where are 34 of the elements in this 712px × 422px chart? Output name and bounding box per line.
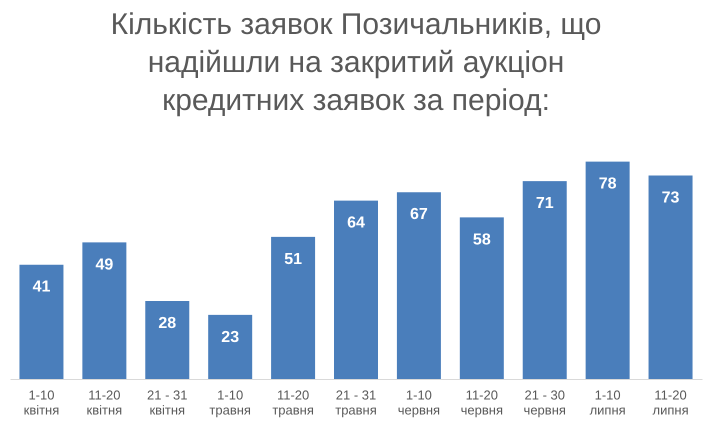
x-tick-label: 1-10 травня — [209, 388, 251, 418]
bar — [460, 217, 504, 379]
bar — [145, 300, 190, 379]
data-label: 64 — [347, 214, 365, 232]
x-tick-label: 11-20 липня — [652, 388, 689, 418]
x-tick-label: 21 - 30 червня — [524, 388, 566, 418]
x-tick-label: 1-10 червня — [398, 388, 440, 418]
x-tick-label: 1-10 квітня — [24, 388, 60, 418]
x-tick-label: 21 - 31 травня — [335, 388, 377, 418]
data-label: 67 — [410, 206, 428, 224]
bar — [586, 162, 630, 379]
data-label: 23 — [221, 328, 240, 346]
data-label: 49 — [95, 256, 114, 274]
x-tick-label: 11-20 квітня — [86, 388, 122, 418]
data-label: 58 — [472, 231, 491, 248]
x-tick-label: 11-20 травня — [272, 388, 314, 418]
bar — [82, 242, 126, 379]
data-label: 28 — [158, 314, 176, 332]
data-label: 71 — [536, 195, 554, 212]
bar — [208, 314, 252, 379]
data-label: 41 — [32, 278, 50, 296]
bar — [271, 236, 316, 379]
x-tick-label: 1-10 липня — [590, 388, 626, 418]
data-label: 78 — [598, 176, 617, 193]
bar — [396, 192, 441, 379]
bar — [648, 176, 693, 379]
chart-title: Кількість заявок Позичальників, що надійшли на закритий аукціон кредитних заявок за період: — [110, 8, 602, 117]
x-tick-label: 21 - 31 квітня — [147, 388, 188, 418]
bar — [334, 200, 378, 379]
bar — [19, 264, 64, 379]
data-label: 51 — [284, 250, 302, 268]
bar — [522, 181, 567, 379]
x-tick-label: 11-20 червня — [460, 388, 503, 418]
data-label: 73 — [662, 190, 680, 207]
